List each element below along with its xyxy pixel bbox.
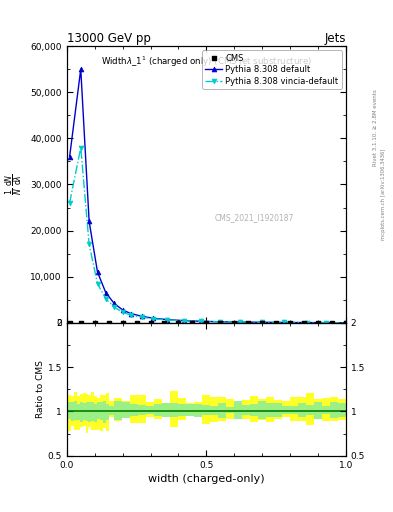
Pythia 8.308 default [67, 154, 72, 160]
Pythia 8.308 vincia-default [112, 304, 117, 310]
Pythia 8.308 vincia-default [103, 296, 108, 302]
Pythia 8.308 default [218, 318, 222, 325]
Y-axis label: $\frac{1}{N}\,\frac{\mathrm{d}N}{\mathrm{d}\lambda}$: $\frac{1}{N}\,\frac{\mathrm{d}N}{\mathrm… [4, 174, 25, 196]
CMS [287, 319, 293, 327]
CMS [78, 319, 84, 327]
CMS [119, 319, 126, 327]
Pythia 8.308 default [87, 218, 92, 224]
Pythia 8.308 default [120, 307, 125, 313]
CMS [92, 319, 98, 327]
CMS [329, 319, 335, 327]
CMS [134, 319, 140, 327]
Pythia 8.308 default [324, 319, 329, 326]
Pythia 8.308 default [112, 301, 117, 307]
CMS [175, 319, 182, 327]
CMS [105, 319, 112, 327]
Pythia 8.308 vincia-default [260, 319, 264, 326]
Pythia 8.308 vincia-default [151, 316, 156, 322]
Legend: CMS, Pythia 8.308 default, Pythia 8.308 vincia-default: CMS, Pythia 8.308 default, Pythia 8.308 … [202, 50, 342, 89]
Pythia 8.308 default [182, 317, 186, 324]
Pythia 8.308 default [151, 315, 156, 322]
CMS [217, 319, 223, 327]
Pythia 8.308 default [282, 319, 287, 326]
Pythia 8.308 vincia-default [67, 200, 72, 206]
Text: Rivet 3.1.10, ≥ 2.8M events: Rivet 3.1.10, ≥ 2.8M events [373, 90, 378, 166]
Pythia 8.308 vincia-default [120, 309, 125, 315]
Pythia 8.308 vincia-default [165, 317, 170, 323]
Pythia 8.308 default [165, 316, 170, 323]
CMS [147, 319, 154, 327]
CMS [203, 319, 209, 327]
CMS [273, 319, 279, 327]
Text: CMS_2021_I1920187: CMS_2021_I1920187 [215, 214, 294, 222]
Text: 13000 GeV pp: 13000 GeV pp [67, 32, 151, 45]
Pythia 8.308 default [103, 290, 108, 296]
Pythia 8.308 default [260, 319, 264, 325]
CMS [161, 319, 167, 327]
Pythia 8.308 vincia-default [182, 318, 186, 324]
CMS [343, 319, 349, 327]
CMS [301, 319, 307, 327]
Pythia 8.308 vincia-default [324, 319, 329, 326]
Pythia 8.308 default [79, 66, 83, 72]
CMS [189, 319, 196, 327]
Pythia 8.308 vincia-default [218, 319, 222, 325]
Pythia 8.308 default [198, 318, 203, 324]
CMS [259, 319, 265, 327]
Pythia 8.308 default [95, 269, 100, 275]
Pythia 8.308 default [129, 311, 133, 317]
Line: Pythia 8.308 default: Pythia 8.308 default [67, 67, 348, 325]
Pythia 8.308 default [140, 313, 145, 319]
Line: Pythia 8.308 vincia-default: Pythia 8.308 vincia-default [67, 145, 348, 325]
Y-axis label: Ratio to CMS: Ratio to CMS [36, 360, 45, 418]
Pythia 8.308 vincia-default [95, 281, 100, 287]
Pythia 8.308 vincia-default [129, 312, 133, 318]
Pythia 8.308 vincia-default [198, 318, 203, 325]
CMS [315, 319, 321, 327]
CMS [231, 319, 237, 327]
Pythia 8.308 default [343, 319, 348, 326]
CMS [66, 319, 73, 327]
Text: Jets: Jets [324, 32, 346, 45]
Pythia 8.308 default [305, 319, 309, 326]
Pythia 8.308 vincia-default [87, 241, 92, 247]
Pythia 8.308 vincia-default [282, 319, 287, 326]
Pythia 8.308 vincia-default [140, 314, 145, 321]
Pythia 8.308 vincia-default [305, 319, 309, 326]
Pythia 8.308 vincia-default [237, 319, 242, 325]
Pythia 8.308 vincia-default [79, 144, 83, 151]
Pythia 8.308 vincia-default [343, 319, 348, 326]
X-axis label: width (charged-only): width (charged-only) [148, 474, 264, 484]
CMS [245, 319, 252, 327]
Pythia 8.308 default [237, 319, 242, 325]
Text: mcplots.cern.ch [arXiv:1306.3436]: mcplots.cern.ch [arXiv:1306.3436] [381, 149, 386, 240]
Text: Width$\lambda$_1$^1$ (charged only) (CMS jet substructure): Width$\lambda$_1$^1$ (charged only) (CMS… [101, 54, 312, 69]
